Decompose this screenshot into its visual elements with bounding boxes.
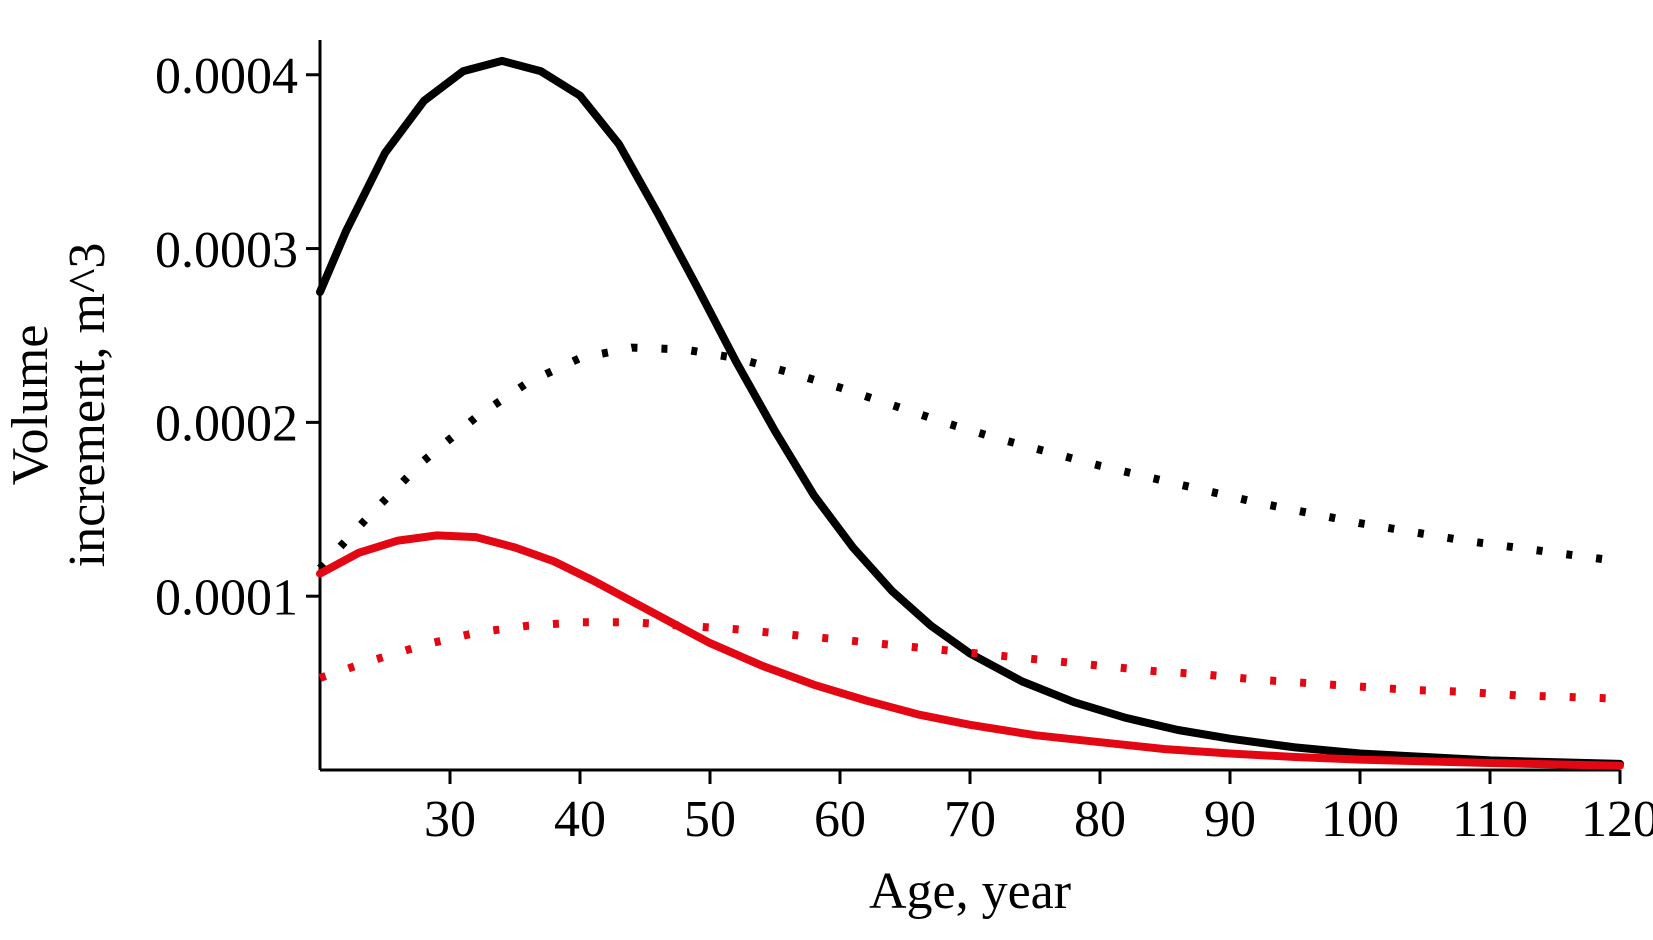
y-tick-label: 0.0001	[155, 569, 298, 626]
y-axis-title-line2: increment, m^3	[59, 243, 116, 568]
y-tick-label: 0.0002	[155, 396, 298, 453]
x-tick-label: 50	[684, 791, 736, 848]
x-axis-title: Age, year	[869, 863, 1071, 920]
x-tick-label: 40	[554, 791, 606, 848]
y-tick-label: 0.0003	[155, 222, 298, 279]
chart-container: 30 40 50 60 70 80 90 100 110 120 0.0001 0.0002 0.000…	[0, 0, 1653, 940]
y-tick-label: 0.0004	[155, 48, 298, 105]
x-tick-label: 60	[814, 791, 866, 848]
x-tick-label: 120	[1581, 791, 1653, 848]
volume-increment-chart: 30 40 50 60 70 80 90 100 110 120 0.0001 0.0002 0.000…	[0, 0, 1653, 940]
x-tick-label: 90	[1204, 791, 1256, 848]
y-axis-title-line1: Volume	[2, 325, 59, 486]
x-tick-label: 30	[424, 791, 476, 848]
x-tick-label: 70	[944, 791, 996, 848]
x-tick-label: 80	[1074, 791, 1126, 848]
x-tick-label: 100	[1321, 791, 1399, 848]
x-tick-label: 110	[1452, 791, 1528, 848]
